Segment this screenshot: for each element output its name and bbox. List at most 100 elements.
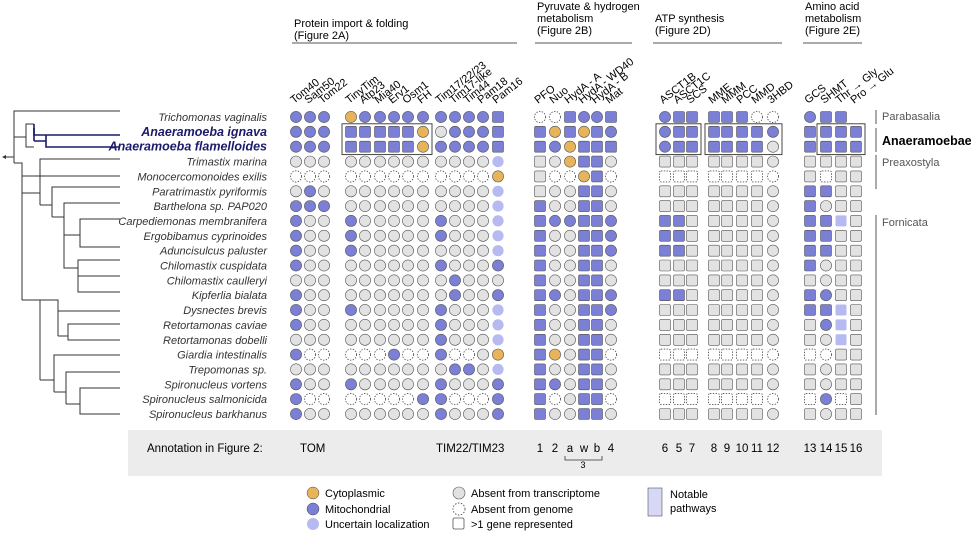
presence-cell (804, 274, 816, 287)
presence-cell (804, 259, 816, 272)
presence-cell (477, 304, 489, 316)
presence-cell (374, 200, 386, 212)
presence-cell (388, 363, 400, 376)
presence-cell (373, 348, 387, 361)
presence-cell (850, 289, 862, 302)
presence-cell (374, 274, 386, 287)
presence-cell (388, 289, 400, 302)
presence-cell (578, 259, 590, 272)
presence-cell (492, 393, 504, 405)
presence-cell (686, 170, 698, 183)
presence-cell (673, 185, 685, 198)
presence-cell (578, 393, 590, 405)
presence-cell (736, 393, 748, 406)
annotation-sub: 3 (580, 460, 585, 470)
presence-cell (659, 319, 671, 331)
presence-cell (345, 259, 357, 272)
presence-cell (388, 274, 400, 287)
presence-cell (820, 200, 832, 212)
presence-cell (564, 111, 576, 123)
presence-cell (304, 200, 316, 212)
presence-cell (835, 155, 847, 168)
group-title-line2: metabolism (805, 13, 861, 25)
presence-cell (388, 333, 400, 346)
presence-cell (708, 155, 720, 168)
presence-cell (767, 229, 779, 242)
presence-cell (290, 378, 302, 391)
presence-cell (463, 378, 475, 391)
presence-cell (449, 155, 461, 168)
presence-cell (564, 289, 576, 302)
presence-cell (820, 259, 832, 272)
presence-cell (290, 155, 302, 168)
presence-cell (290, 393, 302, 405)
presence-cell (673, 230, 685, 242)
presence-cell (605, 333, 617, 346)
presence-cell (835, 185, 847, 198)
presence-cell (388, 259, 400, 272)
presence-cell (534, 230, 546, 242)
presence-cell (534, 363, 546, 376)
presence-cell (721, 274, 733, 287)
presence-cell (835, 215, 847, 227)
presence-cell (359, 126, 371, 138)
presence-cell (449, 229, 461, 242)
presence-cell (417, 289, 429, 302)
presence-cell (605, 259, 617, 272)
presence-cell (534, 408, 546, 420)
presence-cell (549, 229, 561, 242)
clade-labels: Parabasalia Anaeramoebae Preaxostyla For… (875, 110, 972, 415)
presence-cell (578, 304, 590, 316)
taxon-label: Anaeramoeba flamelloides (108, 140, 267, 154)
presence-cell (317, 393, 331, 406)
presence-cell (578, 200, 590, 212)
presence-cell (449, 111, 461, 123)
presence-cell (345, 244, 357, 257)
annotation-num: 2 (552, 443, 558, 455)
presence-cell (435, 408, 447, 420)
presence-cell (344, 348, 358, 361)
clade-anaeramoebae: Anaeramoebae (882, 134, 972, 148)
presence-cell (345, 333, 357, 346)
presence-cell (835, 200, 847, 212)
presence-cell (318, 111, 330, 123)
taxon-label: Dysnectes brevis (183, 305, 267, 317)
presence-cell (751, 170, 763, 183)
presence-cell (591, 289, 603, 302)
presence-cell (721, 333, 733, 346)
presence-cell (374, 318, 386, 331)
presence-cell (804, 393, 816, 406)
presence-cell (820, 333, 832, 346)
presence-cell (290, 289, 302, 302)
presence-cell (549, 155, 561, 168)
presence-cell (374, 363, 386, 376)
presence-cell (435, 333, 447, 346)
presence-cell (835, 274, 847, 287)
presence-cell (659, 304, 671, 316)
presence-cell (605, 185, 617, 198)
presence-cell (290, 229, 302, 242)
presence-cell (578, 378, 590, 391)
presence-cell (345, 140, 357, 153)
presence-cell (358, 170, 372, 183)
presence-cell (736, 185, 748, 198)
presence-cell (850, 155, 862, 168)
annotation-row: Annotation in Figure 2: TOM TIM22/TIM23 … (147, 443, 862, 470)
presence-cell (388, 214, 400, 227)
presence-cell (591, 348, 603, 361)
presence-cell (804, 319, 816, 331)
clade-parabasalia: Parabasalia (882, 111, 941, 123)
annotation-num: 6 (662, 443, 668, 455)
presence-cell (804, 363, 816, 376)
presence-cell (804, 244, 816, 257)
presence-cell (374, 259, 386, 272)
presence-cell (686, 274, 698, 287)
presence-cell (708, 333, 720, 346)
presence-cell (387, 393, 401, 406)
annotation-tim: TIM22/TIM23 (436, 443, 504, 455)
presence-cell (751, 363, 763, 376)
group-header-pyruvate: Pyruvate & hydrogen metabolism (Figure 2… (535, 1, 640, 44)
annotation-num: 16 (850, 443, 863, 455)
presence-cell (463, 111, 475, 123)
